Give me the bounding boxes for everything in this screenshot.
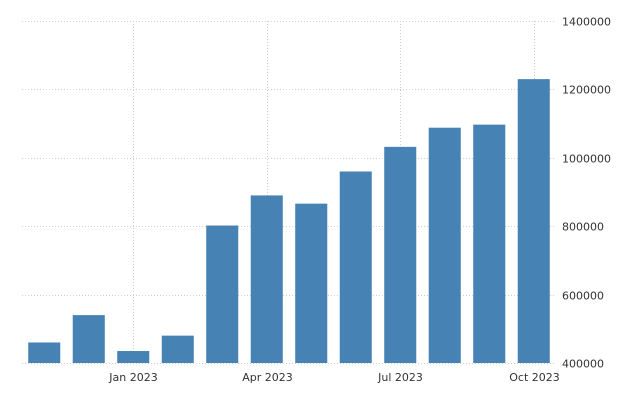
x-tick-label: Jan 2023 — [108, 371, 157, 384]
y-tick-label: 800000 — [562, 221, 604, 234]
y-tick-label: 400000 — [562, 358, 604, 371]
bar — [384, 146, 417, 363]
y-tick-label: 1200000 — [562, 84, 611, 97]
bar — [428, 127, 461, 363]
y-tick-label: 1400000 — [562, 16, 611, 29]
bar — [517, 79, 550, 363]
bar — [473, 124, 506, 363]
grid-lines — [22, 21, 556, 364]
y-tick-label: 600000 — [562, 290, 604, 303]
bar — [206, 225, 239, 363]
x-tick-label: Jul 2023 — [377, 371, 423, 384]
bar — [250, 195, 283, 363]
bar — [295, 203, 328, 363]
x-tick-label: Oct 2023 — [509, 371, 560, 384]
bar — [28, 342, 61, 363]
x-axis-labels: Jan 2023 Apr 2023 Jul 2023 Oct 2023 — [108, 371, 559, 384]
y-axis-labels: 400000 600000 800000 1000000 1200000 1400000 — [562, 16, 611, 371]
bar — [72, 315, 105, 363]
y-tick-label: 1000000 — [562, 153, 611, 166]
x-tick-label: Apr 2023 — [242, 371, 293, 384]
bar — [161, 335, 194, 363]
bar — [117, 351, 150, 363]
bar — [339, 171, 372, 363]
bar-series — [28, 79, 550, 363]
